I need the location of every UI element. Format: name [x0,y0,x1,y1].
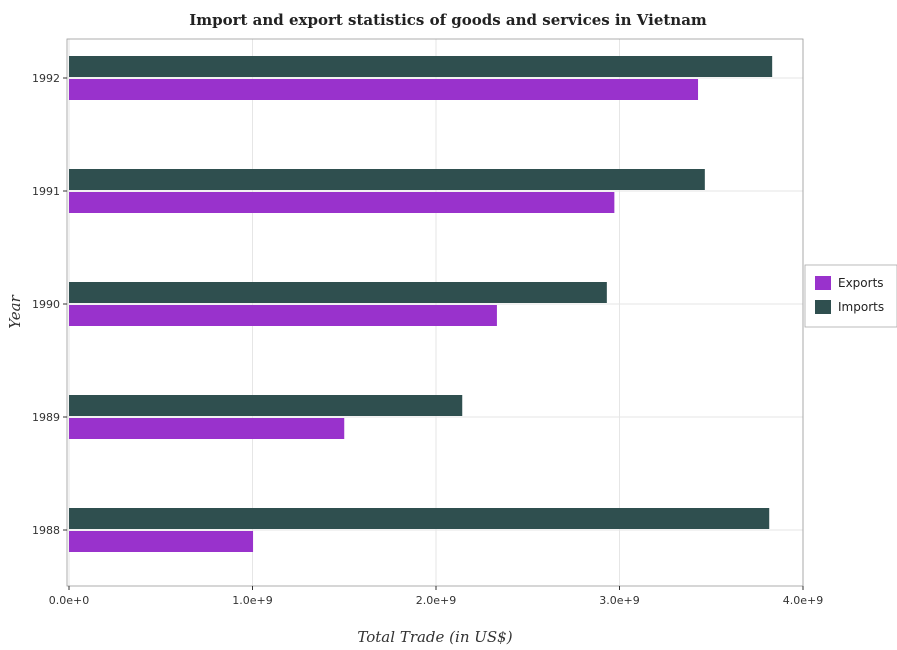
y-tick-label: 1990 [32,298,60,311]
y-ticks: 1988 1989 1990 1991 1992 [32,72,67,537]
bar-exports-1989 [69,418,345,439]
legend-frame [804,264,897,328]
bar-exports-1992 [69,79,699,100]
x-axis-label: Total Trade (in US$) [357,628,512,646]
y-tick-label: 1988 [32,524,60,537]
x-tick-label: 1.0e+9 [232,594,272,607]
bar-imports-1988 [69,508,770,529]
x-tick-label: 2.0e+9 [416,594,456,607]
plot-frame [66,38,804,587]
y-tick-label: 1989 [32,411,60,424]
y-tick-label: 1991 [32,185,60,198]
x-tick-label: 4.0e+9 [783,594,823,607]
x-tick-label: 0.0e+0 [49,594,89,607]
x-ticks: 0.0e+0 1.0e+9 2.0e+9 3.0e+9 4.0e+9 [49,586,823,607]
bar-imports-1989 [69,395,463,416]
bar-imports-1990 [69,282,607,303]
legend: Exports Imports [804,264,897,328]
legend-label-exports: Exports [838,276,884,290]
bars [69,56,773,552]
y-tick-label: 1992 [32,72,60,85]
bar-imports-1991 [69,169,705,190]
chart-title: Import and export statistics of goods an… [189,11,707,29]
y-axis-label: Year [6,294,24,328]
legend-label-imports: Imports [838,300,884,314]
bar-exports-1988 [69,531,254,552]
bar-exports-1990 [69,305,497,326]
bar-exports-1991 [69,192,615,213]
x-tick-label: 3.0e+9 [599,594,639,607]
legend-swatch-exports [815,276,831,290]
legend-swatch-imports [815,300,831,314]
bar-imports-1992 [69,56,773,77]
